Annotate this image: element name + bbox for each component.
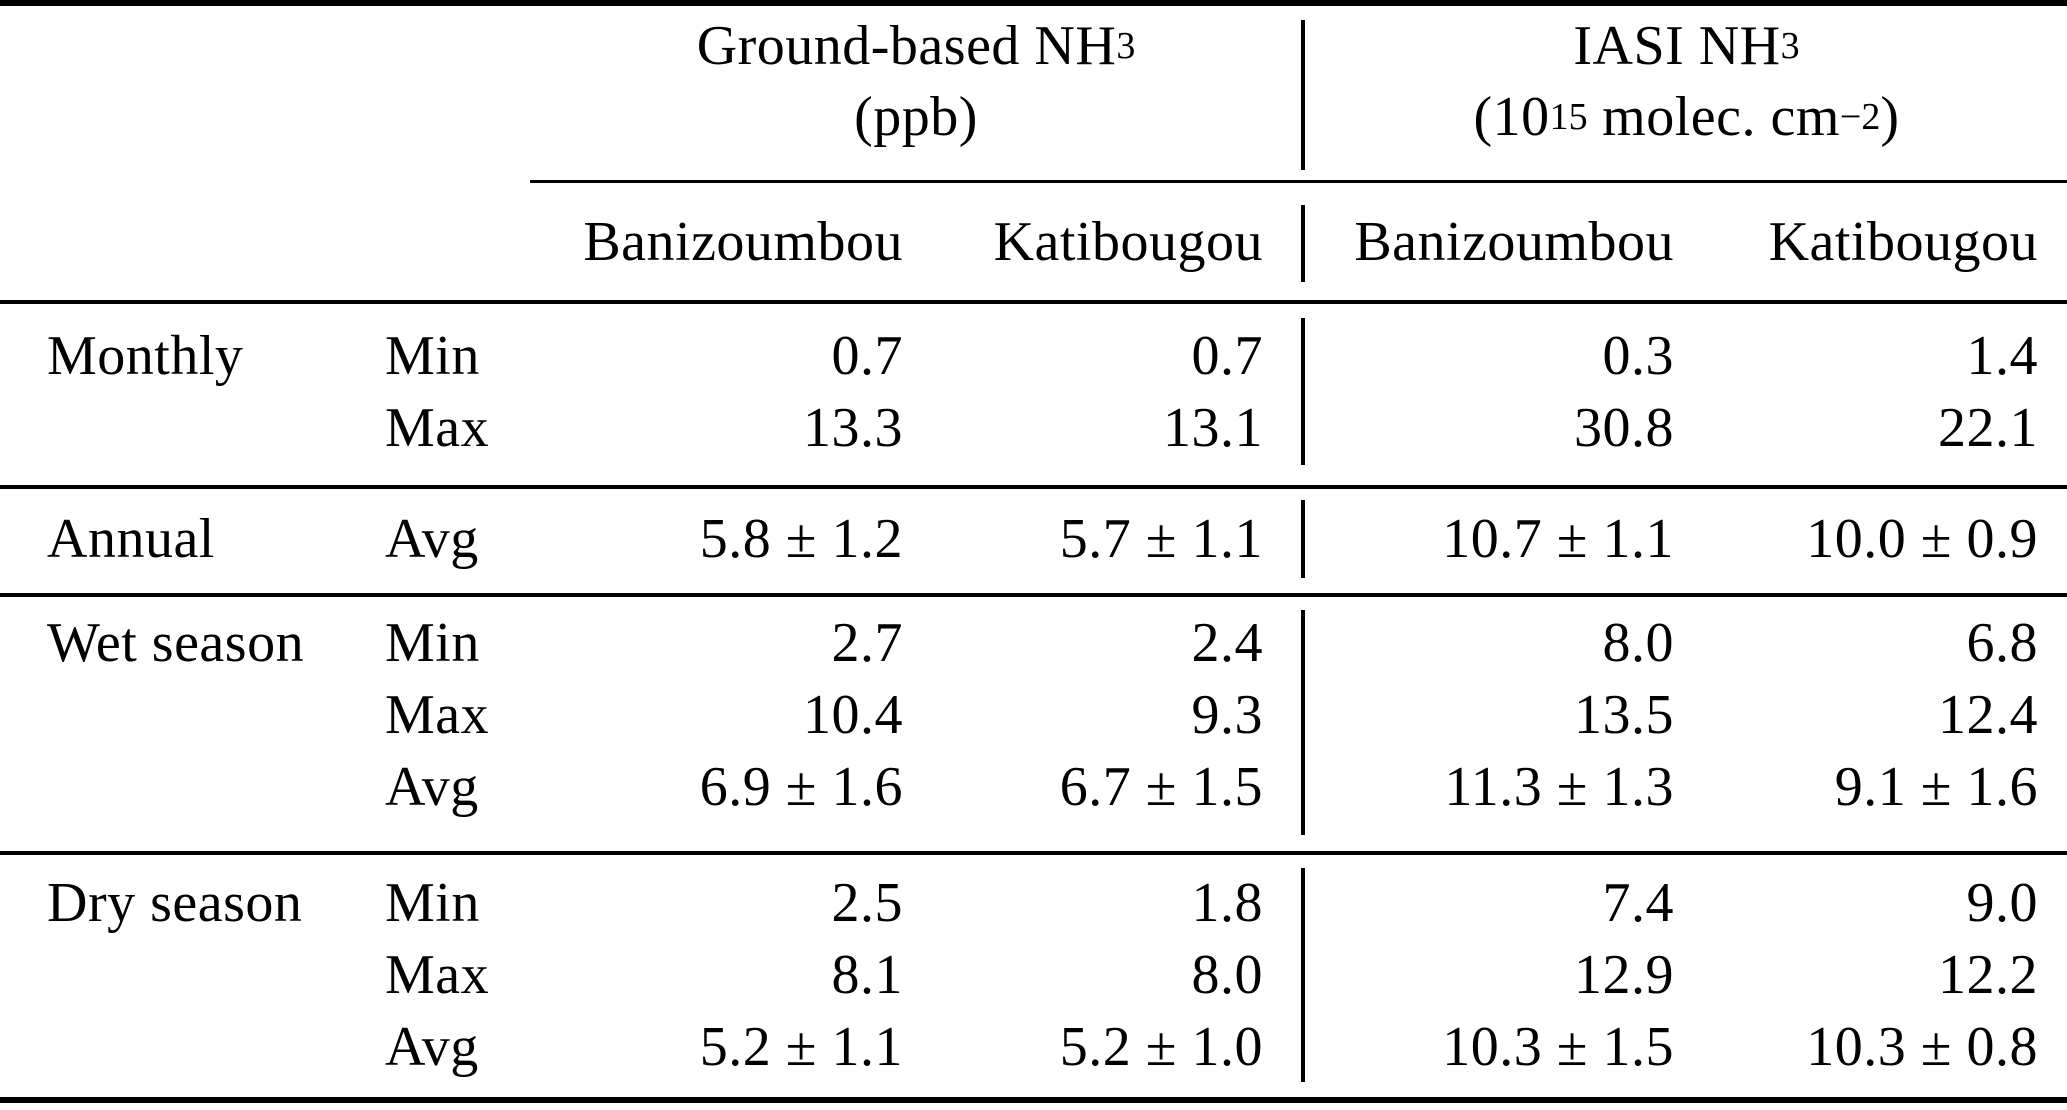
cell-value: 10.0 ± 0.9 [1806, 508, 2038, 570]
section-annual: Annual Avg 5.8 ± 1.2 5.7 ± 1.1 10.7 ± 1.… [0, 485, 2067, 593]
table-row: Avg 5.2 ± 1.1 5.2 ± 1.0 10.3 ± 1.5 10.3 … [0, 1011, 2067, 1083]
cell-value: 12.2 [1938, 944, 2038, 1006]
stat-label: Max [385, 684, 490, 746]
cell-value: 13.3 [803, 397, 903, 459]
stat-label: Max [385, 944, 490, 1006]
cell-value: 9.0 [1966, 872, 2038, 934]
cell-value: 9.1 ± 1.6 [1834, 756, 2038, 818]
group-unit-ground-text: (ppb) [854, 85, 978, 148]
cell-value: 8.0 [1602, 612, 1674, 674]
cell-value: 5.2 ± 1.0 [1059, 1016, 1263, 1078]
cell-value: 5.2 ± 1.1 [699, 1016, 903, 1078]
cell-value: 1.8 [1191, 872, 1263, 934]
cell-value: 1.4 [1966, 325, 2038, 387]
column-header-banizoumbou-ground: Banizoumbou [583, 210, 903, 273]
column-header-katibougou-iasi: Katibougou [1768, 210, 2038, 273]
unit-iasi-pre: (10 [1473, 85, 1550, 148]
group-header-spacer [0, 10, 530, 180]
bottom-border-rule [0, 1097, 2067, 1103]
group-title-ground: Ground-based NH 3 [530, 10, 1302, 81]
table-row: Wet season Min 2.7 2.4 8.0 6.8 [0, 607, 2067, 679]
row-group-label: Wet season [47, 612, 305, 674]
group-divider-segment [1301, 610, 1305, 835]
cell-value: 2.5 [831, 872, 903, 934]
group-title-iasi: IASI NH 3 [1306, 10, 2067, 81]
group-divider-segment [1301, 318, 1305, 465]
cell-value: 9.3 [1191, 684, 1263, 746]
row-group-label: Monthly [47, 325, 244, 387]
table-row: Max 10.4 9.3 13.5 12.4 [0, 679, 2067, 751]
cell-value: 13.1 [1163, 397, 1263, 459]
stat-label: Max [385, 397, 490, 459]
table-row: Dry season Min 2.5 1.8 7.4 9.0 [0, 867, 2067, 939]
group-iasi: IASI NH 3 (10 15 molec. cm −2) [1306, 10, 2067, 180]
group-divider-segment [1301, 500, 1305, 578]
table-row: Max 8.1 8.0 12.9 12.2 [0, 939, 2067, 1011]
group-unit-ground: (ppb) [530, 81, 1302, 152]
unit-iasi-mid: molec. cm [1587, 85, 1840, 148]
cell-value: 12.4 [1938, 684, 2038, 746]
cell-value: 0.7 [1191, 325, 1263, 387]
cell-value: 13.5 [1574, 684, 1674, 746]
cell-value: 8.1 [831, 944, 903, 1006]
cell-value: 10.3 ± 1.5 [1442, 1016, 1674, 1078]
group-title-iasi-subscript: 3 [1780, 24, 1800, 67]
cell-value: 6.7 ± 1.5 [1059, 756, 1263, 818]
group-unit-iasi: (10 15 molec. cm −2) [1306, 81, 2067, 152]
cell-value: 10.3 ± 0.8 [1806, 1016, 2038, 1078]
group-divider-segment [1301, 868, 1305, 1082]
group-title-ground-text: Ground-based NH [696, 14, 1117, 77]
group-header-rule [530, 180, 2067, 183]
section-monthly: Monthly Min 0.7 0.7 0.3 1.4 Max 13.3 13.… [0, 300, 2067, 485]
group-title-ground-subscript: 3 [1116, 24, 1136, 67]
group-title-iasi-text: IASI NH [1573, 14, 1781, 77]
stat-label: Min [385, 612, 480, 674]
group-ground-based: Ground-based NH 3 (ppb) [530, 10, 1302, 180]
stat-label: Avg [385, 508, 479, 570]
table-row: Max 13.3 13.1 30.8 22.1 [0, 392, 2067, 464]
cell-value: 10.4 [803, 684, 903, 746]
column-header-banizoumbou-iasi: Banizoumbou [1354, 210, 1674, 273]
cell-value: 5.7 ± 1.1 [1059, 508, 1263, 570]
row-group-label: Annual [47, 508, 215, 570]
group-header-row: Ground-based NH 3 (ppb) IASI NH 3 (10 15 mo… [0, 6, 2067, 180]
column-header-row: Banizoumbou Katibougou Banizoumbou Katib… [0, 183, 2067, 300]
cell-value: 2.7 [831, 612, 903, 674]
stat-label: Avg [385, 756, 479, 818]
group-divider-segment [1301, 205, 1305, 282]
cell-value: 8.0 [1191, 944, 1263, 1006]
cell-value: 6.8 [1966, 612, 2038, 674]
cell-value: 0.3 [1602, 325, 1674, 387]
table-row: Avg 6.9 ± 1.6 6.7 ± 1.5 11.3 ± 1.3 9.1 ±… [0, 751, 2067, 823]
cell-value: 7.4 [1602, 872, 1674, 934]
stat-label: Min [385, 872, 480, 934]
row-group-label: Dry season [47, 872, 303, 934]
cell-value: 2.4 [1191, 612, 1263, 674]
section-wet-season: Wet season Min 2.7 2.4 8.0 6.8 Max 10.4 … [0, 593, 2067, 851]
cell-value: 5.8 ± 1.2 [699, 508, 903, 570]
column-header-katibougou-ground: Katibougou [993, 210, 1263, 273]
cell-value: 22.1 [1938, 397, 2038, 459]
stat-label: Avg [385, 1016, 479, 1078]
cell-value: 30.8 [1574, 397, 1674, 459]
section-dry-season: Dry season Min 2.5 1.8 7.4 9.0 Max 8.1 8… [0, 851, 2067, 1097]
cell-value: 11.3 ± 1.3 [1444, 756, 1674, 818]
cell-value: 12.9 [1574, 944, 1674, 1006]
unit-iasi-post: ) [1880, 85, 1900, 148]
unit-iasi-exponent2: −2 [1839, 95, 1881, 138]
cell-value: 6.9 ± 1.6 [699, 756, 903, 818]
cell-value: 0.7 [831, 325, 903, 387]
cell-value: 10.7 ± 1.1 [1442, 508, 1674, 570]
table-row: Annual Avg 5.8 ± 1.2 5.7 ± 1.1 10.7 ± 1.… [0, 503, 2067, 575]
group-divider-segment [1301, 20, 1305, 170]
unit-iasi-exponent: 15 [1549, 95, 1588, 138]
stat-label: Min [385, 325, 480, 387]
table-row: Monthly Min 0.7 0.7 0.3 1.4 [0, 320, 2067, 392]
